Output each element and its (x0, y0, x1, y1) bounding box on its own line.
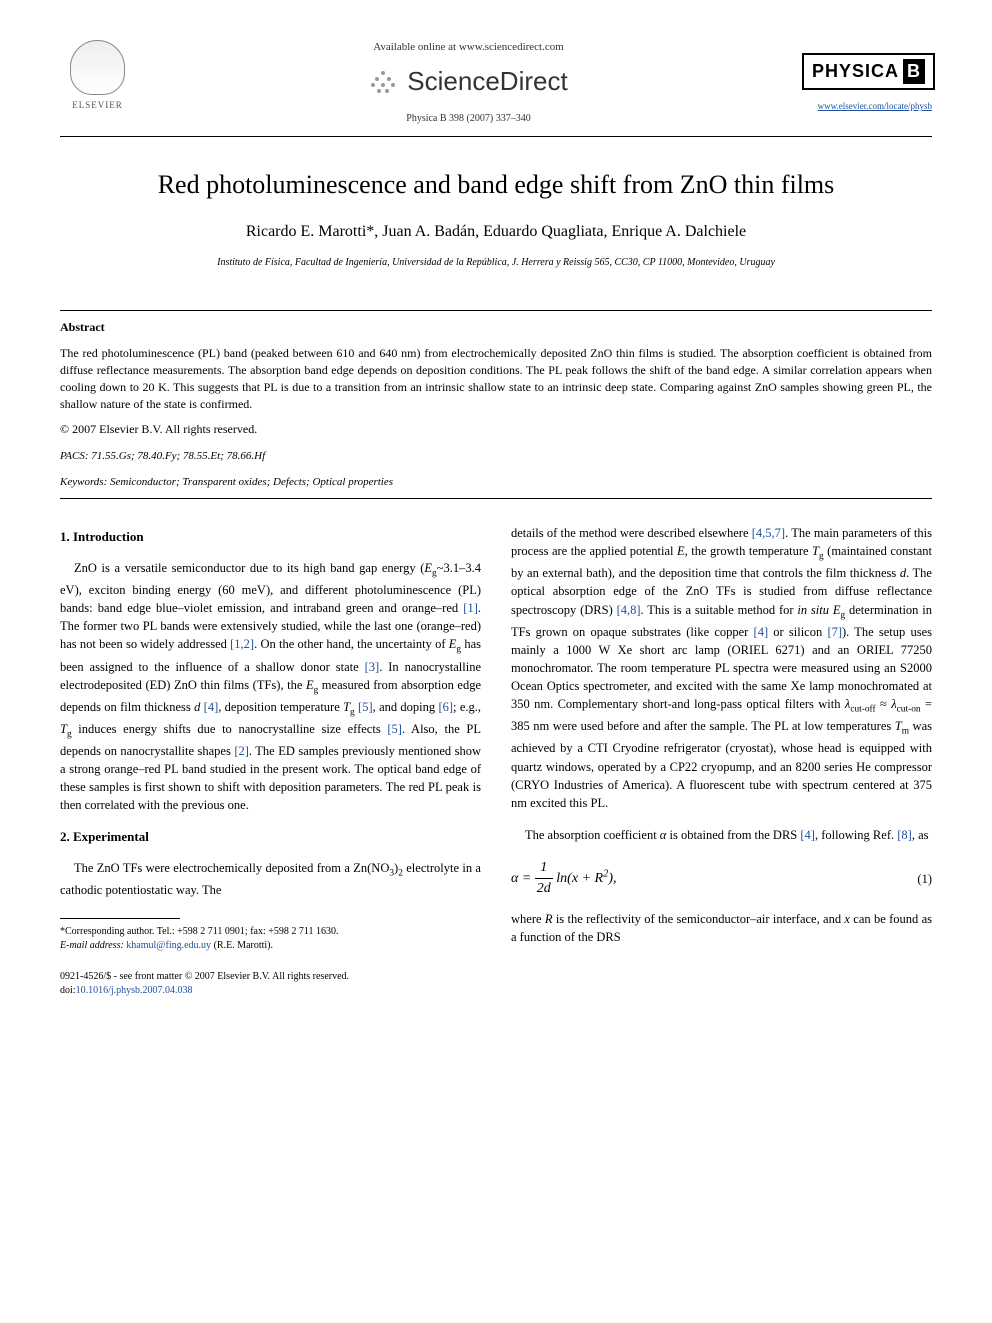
footer-row: 0921-4526/$ - see front matter © 2007 El… (60, 970, 932, 998)
abstract-copyright: © 2007 Elsevier B.V. All rights reserved… (60, 421, 932, 438)
center-header: Available online at www.sciencedirect.co… (135, 40, 802, 126)
physica-logo: PHYSICA B (802, 53, 935, 90)
doi-label: doi: (60, 985, 76, 996)
available-online-text: Available online at www.sciencedirect.co… (135, 40, 802, 55)
cite-link[interactable]: [5] (358, 700, 373, 714)
elsevier-logo: ELSEVIER (60, 40, 135, 125)
corresponding-author-footnote: *Corresponding author. Tel.: +598 2 711 … (60, 925, 481, 939)
keywords-line: Keywords: Semiconductor; Transparent oxi… (60, 475, 932, 490)
header-row: ELSEVIER Available online at www.science… (60, 40, 932, 126)
pacs-codes: 71.55.Gs; 78.40.Fy; 78.55.Et; 78.66.Hf (91, 450, 265, 462)
sciencedirect-dots-icon (369, 69, 399, 95)
journal-url[interactable]: www.elsevier.com/locate/physb (802, 100, 932, 113)
journal-logo-text: PHYSICA (812, 59, 899, 84)
pacs-line: PACS: 71.55.Gs; 78.40.Fy; 78.55.Et; 78.6… (60, 449, 932, 464)
abstract-heading: Abstract (60, 319, 932, 336)
affiliation: Instituto de Física, Facultad de Ingenie… (60, 256, 932, 270)
email-label: E-mail address: (60, 940, 124, 951)
publisher-name: ELSEVIER (72, 99, 123, 112)
footer-left: 0921-4526/$ - see front matter © 2007 El… (60, 970, 349, 998)
header-divider (60, 136, 932, 137)
article-title: Red photoluminescence and band edge shif… (60, 167, 932, 203)
pacs-label: PACS: (60, 450, 89, 462)
cite-link[interactable]: [4,5,7] (752, 526, 785, 540)
elsevier-tree-icon (70, 40, 125, 95)
cite-link[interactable]: [5] (387, 722, 402, 736)
keywords-text: Semiconductor; Transparent oxides; Defec… (110, 476, 393, 488)
experimental-heading: 2. Experimental (60, 828, 481, 847)
email-name: (R.E. Marotti). (214, 940, 273, 951)
body-columns: 1. Introduction ZnO is a versatile semic… (60, 524, 932, 960)
cite-link[interactable]: [4] (800, 828, 815, 842)
cite-link[interactable]: [3] (365, 660, 380, 674)
email-footnote: E-mail address: khamul@fing.edu.uy (R.E.… (60, 939, 481, 953)
cite-link[interactable]: [4] (204, 700, 219, 714)
doi-link[interactable]: 10.1016/j.physb.2007.04.038 (76, 985, 193, 996)
sciencedirect-logo: ScienceDirect (135, 63, 802, 99)
keywords-label: Keywords: (60, 476, 107, 488)
abstract-bottom-rule (60, 498, 932, 499)
journal-reference: Physica B 398 (2007) 337–340 (135, 112, 802, 126)
cite-link[interactable]: [8] (897, 828, 912, 842)
intro-paragraph: ZnO is a versatile semiconductor due to … (60, 559, 481, 814)
cite-link[interactable]: [4] (754, 625, 769, 639)
cite-link[interactable]: [7] (827, 625, 842, 639)
cite-link[interactable]: [1,2] (230, 637, 254, 651)
cite-link[interactable]: [1] (463, 601, 478, 615)
equation-1-row: α = 12d ln(x + R2), (1) (511, 858, 932, 900)
doi-line: doi:10.1016/j.physb.2007.04.038 (60, 984, 349, 998)
footnote-divider (60, 918, 180, 919)
journal-logo-block: PHYSICA B www.elsevier.com/locate/physb (802, 53, 932, 113)
issn-line: 0921-4526/$ - see front matter © 2007 El… (60, 970, 349, 984)
abstract-text: The red photoluminescence (PL) band (pea… (60, 345, 932, 412)
cite-link[interactable]: [6] (438, 700, 453, 714)
experimental-paragraph-4: where R is the reflectivity of the semic… (511, 910, 932, 946)
equation-number: (1) (917, 870, 932, 888)
email-link[interactable]: khamul@fing.edu.uy (126, 940, 211, 951)
abstract-top-rule (60, 310, 932, 311)
experimental-paragraph-2: details of the method were described els… (511, 524, 932, 812)
platform-name: ScienceDirect (407, 63, 567, 99)
right-column: details of the method were described els… (511, 524, 932, 960)
authors-list: Ricardo E. Marotti*, Juan A. Badán, Edua… (60, 221, 932, 243)
intro-heading: 1. Introduction (60, 528, 481, 547)
equation-1: α = 12d ln(x + R2), (511, 858, 617, 900)
experimental-paragraph-1: The ZnO TFs were electrochemically depos… (60, 859, 481, 899)
experimental-paragraph-3: The absorption coefficient α is obtained… (511, 826, 932, 844)
cite-link[interactable]: [2] (234, 744, 249, 758)
journal-letter: B (903, 59, 925, 84)
cite-link[interactable]: [4,8] (617, 603, 641, 617)
left-column: 1. Introduction ZnO is a versatile semic… (60, 524, 481, 960)
